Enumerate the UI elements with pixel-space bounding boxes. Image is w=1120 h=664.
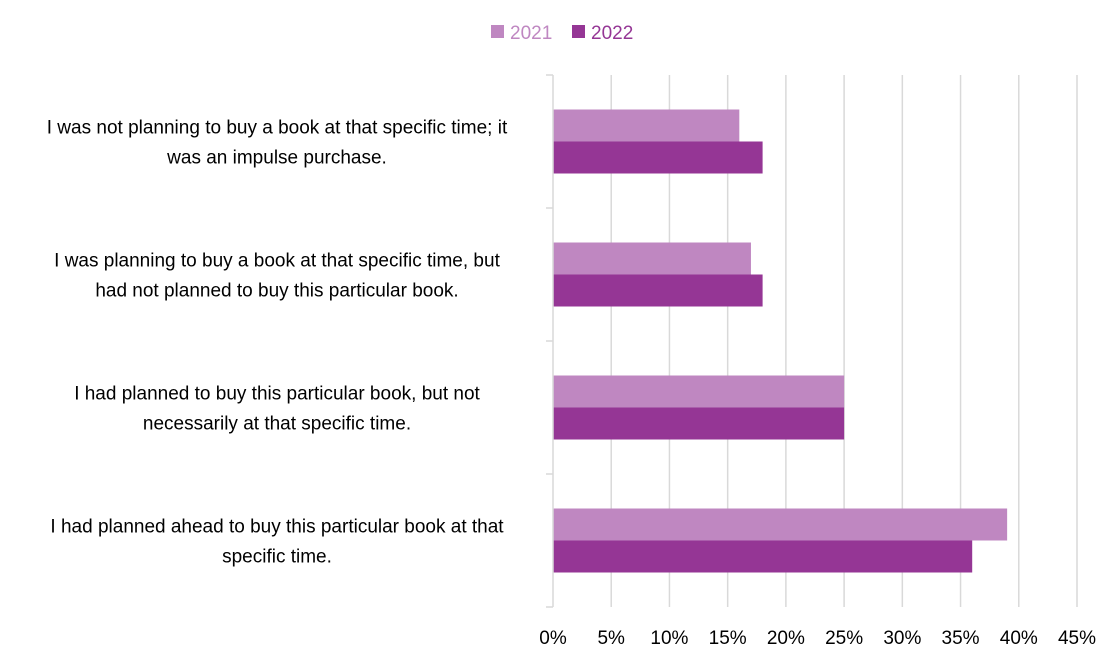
x-tick-label: 40% <box>1000 628 1038 649</box>
bar-2022 <box>553 540 973 573</box>
x-tick-label: 5% <box>597 628 625 649</box>
category-label: necessarily at that specific time. <box>143 414 411 435</box>
x-tick-label: 15% <box>709 628 747 649</box>
category-label: I was not planning to buy a book at that… <box>47 118 508 139</box>
bar-2022 <box>553 274 763 307</box>
legend: 2021 2022 <box>491 23 633 44</box>
bar-2021 <box>553 109 740 142</box>
bar-2021 <box>553 242 751 275</box>
x-tick-label: 45% <box>1058 628 1096 649</box>
legend-label-2022: 2022 <box>591 23 633 44</box>
x-tick-label: 25% <box>825 628 863 649</box>
x-tick-label: 35% <box>942 628 980 649</box>
legend-label-2021: 2021 <box>510 23 552 44</box>
x-tick-labels: 0% 5% 10% 15% 20% 25% 30% 35% 40% 45% <box>539 628 1096 649</box>
x-tick-label: 20% <box>767 628 805 649</box>
bar-2021 <box>553 508 1008 541</box>
bar-2022 <box>553 141 763 174</box>
x-tick-label: 30% <box>883 628 921 649</box>
bar-2021 <box>553 375 845 408</box>
category-labels: I was not planning to buy a book at that… <box>47 118 508 568</box>
x-tick-label: 10% <box>650 628 688 649</box>
category-label: I was planning to buy a book at that spe… <box>54 251 500 272</box>
bars <box>553 109 1008 573</box>
category-label: was an impulse purchase. <box>166 148 387 169</box>
category-label: had not planned to buy this particular b… <box>95 281 458 302</box>
legend-swatch-2022 <box>572 25 585 38</box>
category-label: specific time. <box>222 547 332 568</box>
bar-2022 <box>553 407 845 440</box>
legend-swatch-2021 <box>491 25 504 38</box>
category-label: I had planned to buy this particular boo… <box>74 384 480 405</box>
y-axis <box>546 74 554 608</box>
category-label: I had planned ahead to buy this particul… <box>50 517 504 538</box>
x-tick-label: 0% <box>539 628 567 649</box>
